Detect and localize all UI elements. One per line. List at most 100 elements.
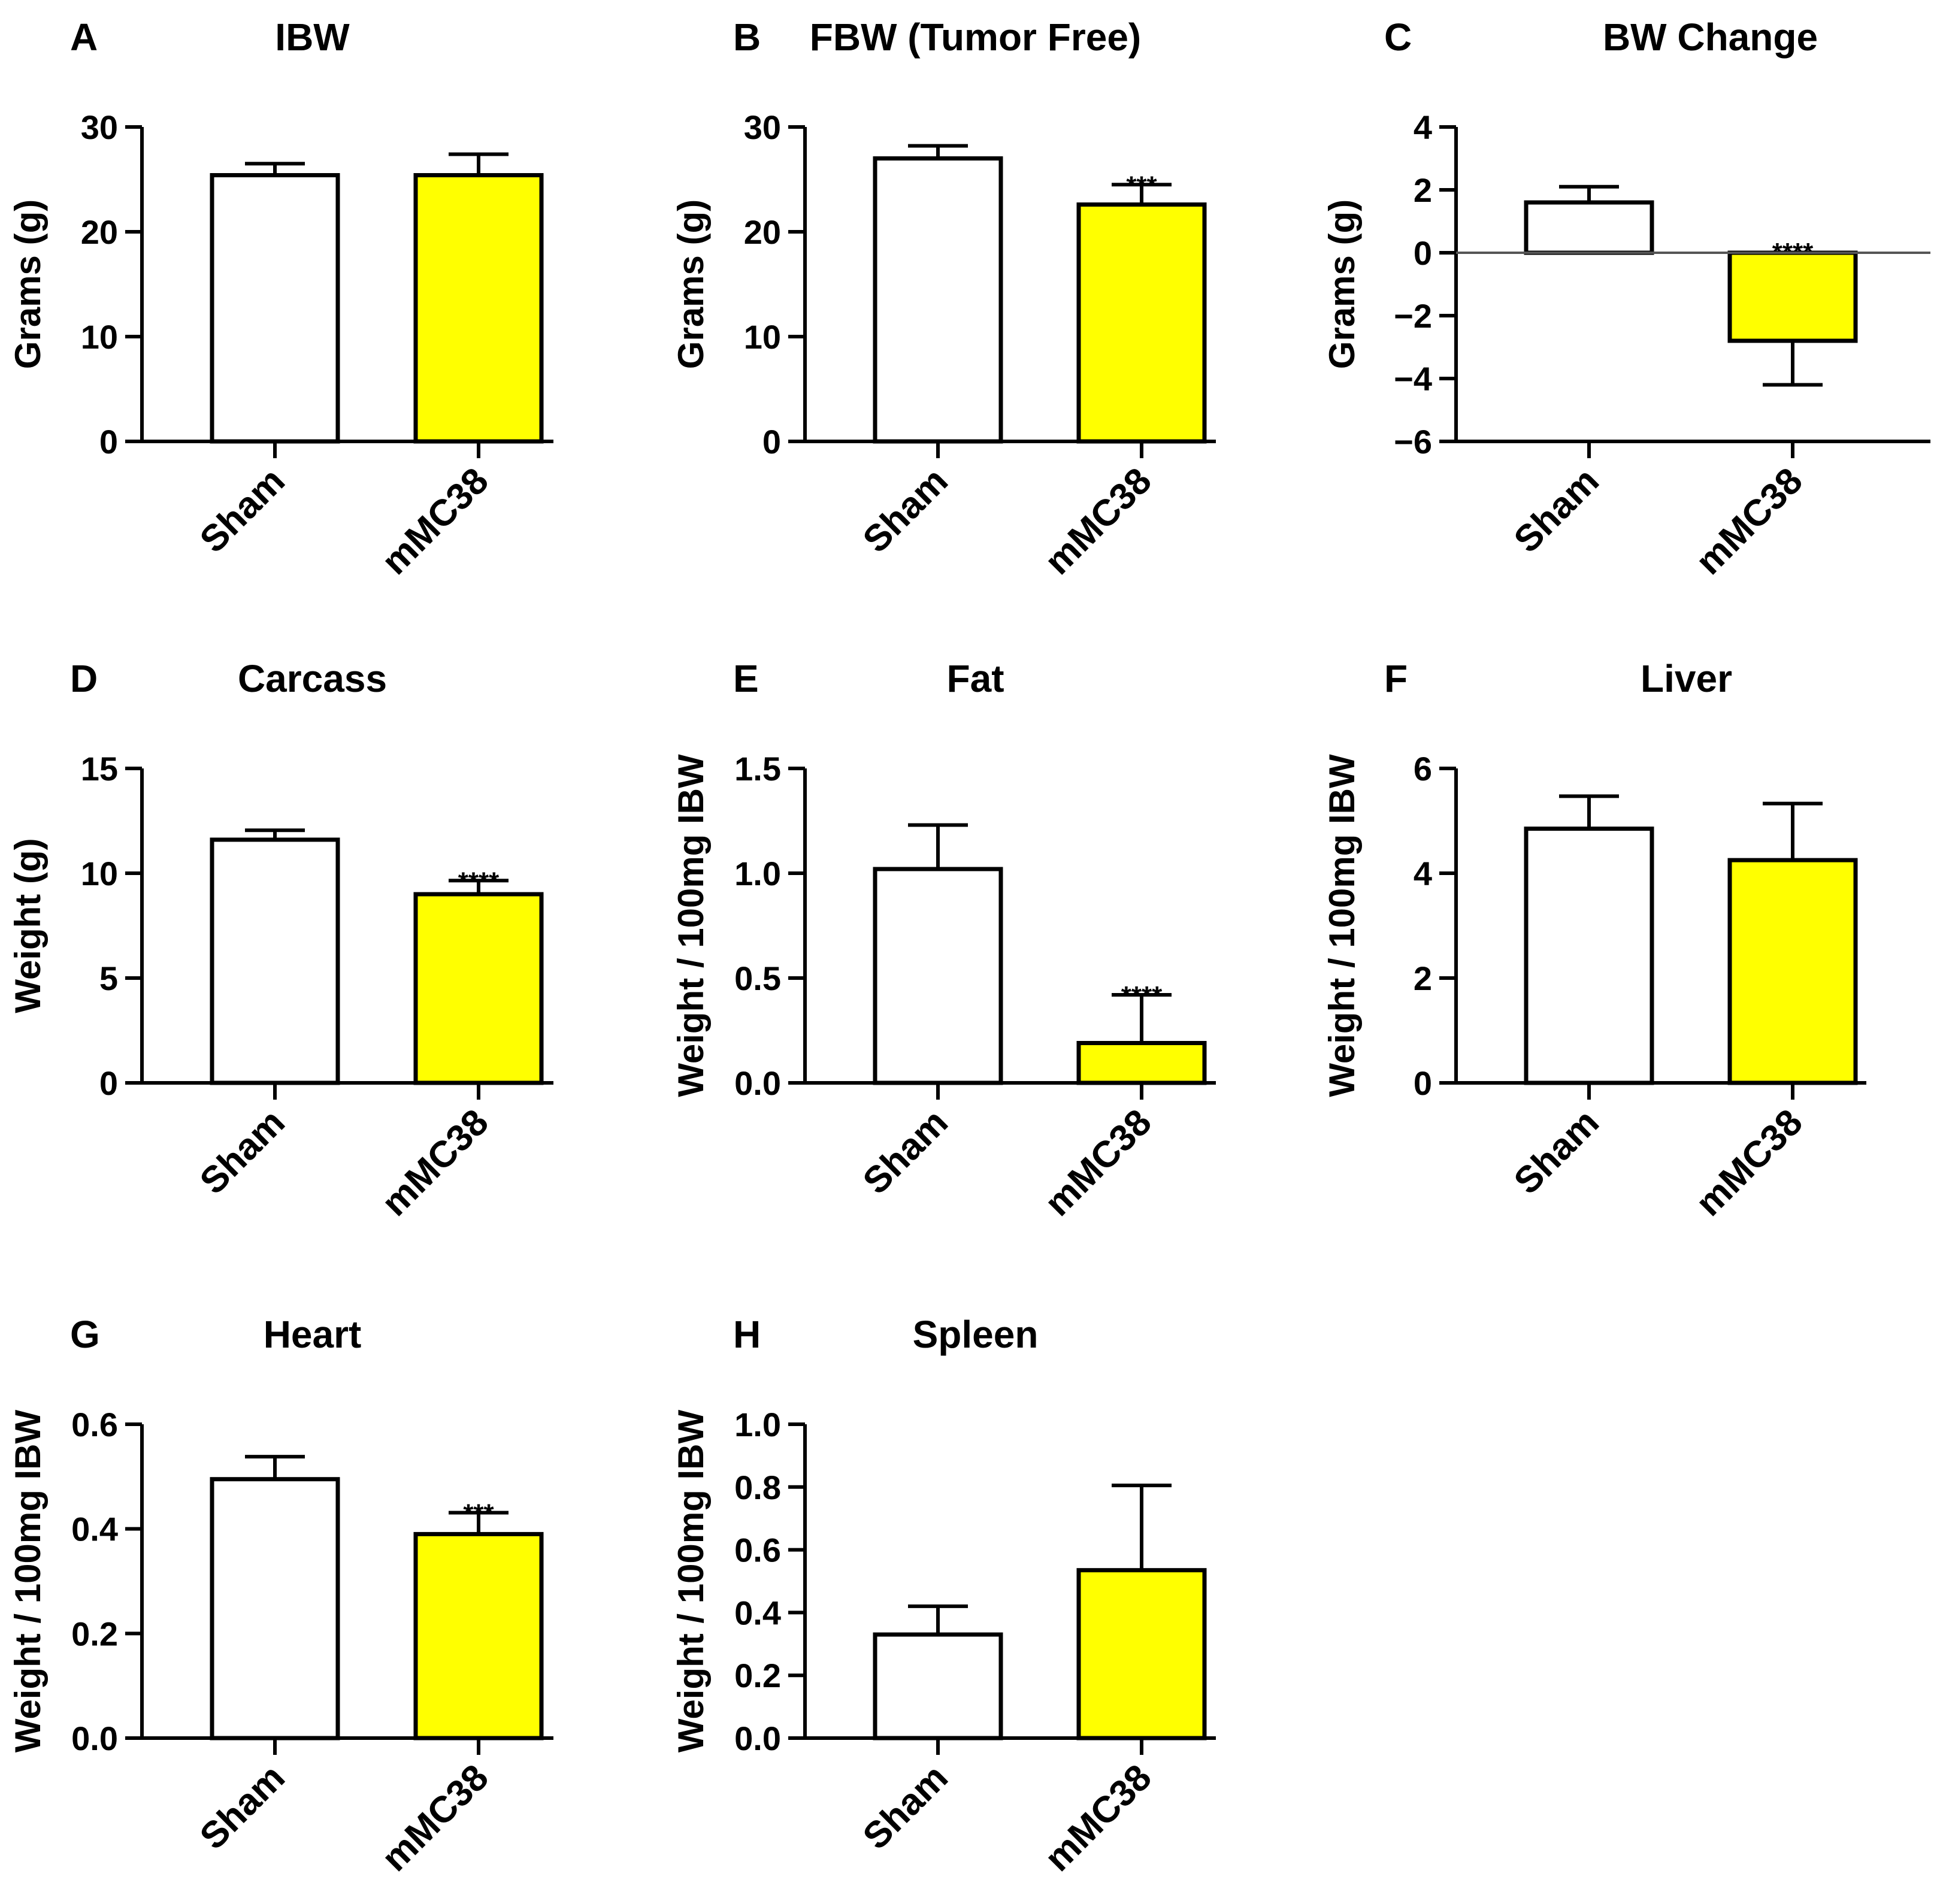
panel-title: Heart bbox=[264, 1313, 362, 1356]
panel-f: F Liver Weight / 100mg IBW 0 2 4 6 Sham mMC38 bbox=[1322, 657, 1866, 1224]
y-tick-label: 0 bbox=[99, 423, 118, 461]
y-tick-label: 0 bbox=[762, 423, 781, 461]
bar-mmc38 bbox=[413, 892, 544, 1085]
y-tick-label: 1.5 bbox=[734, 750, 781, 788]
bar-sham bbox=[210, 837, 340, 1085]
category-label-mmc38: mMC38 bbox=[1688, 1101, 1811, 1224]
panel-letter: G bbox=[70, 1313, 100, 1356]
y-tick-label: 10 bbox=[81, 855, 118, 892]
panel-a: A IBW Grams (g) 0 10 20 30 Sham mMC38 bbox=[8, 16, 553, 583]
bar-mmc38 bbox=[413, 1531, 544, 1740]
y-tick-label: 0.5 bbox=[734, 959, 781, 997]
panel-title: Fat bbox=[947, 657, 1004, 700]
bar-mmc38 bbox=[413, 173, 544, 444]
y-tick-label: 6 bbox=[1414, 750, 1432, 788]
y-tick-label: 0.0 bbox=[734, 1720, 781, 1757]
y-tick-label: 0.4 bbox=[71, 1511, 118, 1548]
category-label-mmc38: mMC38 bbox=[1037, 1101, 1160, 1224]
panel-e: E Fat Weight / 100mg IBW **** 0.0 0.5 1.0 1.5 Sh… bbox=[671, 657, 1216, 1224]
y-tick-label: 15 bbox=[81, 750, 118, 788]
bar-sham bbox=[1524, 200, 1654, 255]
y-tick-label: 10 bbox=[81, 318, 118, 356]
y-axis-label: Weight (g) bbox=[8, 838, 48, 1013]
category-label-mmc38: mMC38 bbox=[1037, 1757, 1160, 1879]
y-tick-label: 5 bbox=[99, 959, 118, 997]
y-axis-label: Grams (g) bbox=[8, 199, 48, 369]
y-tick-label: 10 bbox=[744, 318, 781, 356]
y-tick-label: 0.6 bbox=[734, 1531, 781, 1569]
bar-sham bbox=[1524, 827, 1654, 1085]
y-tick-label: 1.0 bbox=[734, 1406, 781, 1443]
panel-letter: H bbox=[733, 1313, 761, 1356]
significance-label: *** bbox=[463, 1499, 494, 1528]
y-tick-label: 0 bbox=[1414, 1064, 1432, 1102]
y-tick-label: 30 bbox=[744, 108, 781, 146]
y-axis-label: Weight / 100mg IBW bbox=[671, 754, 711, 1097]
category-label-mmc38: mMC38 bbox=[374, 1101, 497, 1224]
y-tick-label: 0.6 bbox=[71, 1406, 118, 1443]
panel-g: G Heart Weight / 100mg IBW *** 0.0 0.2 0.4 0.6 S… bbox=[8, 1313, 553, 1879]
y-tick-label: 4 bbox=[1414, 108, 1432, 146]
significance-label: *** bbox=[1126, 171, 1157, 200]
y-tick-label: 1.0 bbox=[734, 855, 781, 892]
y-tick-label: 20 bbox=[744, 213, 781, 251]
category-label-sham: Sham bbox=[855, 1101, 956, 1202]
panel-letter: F bbox=[1384, 657, 1408, 700]
y-axis-label: Weight / 100mg IBW bbox=[8, 1409, 48, 1752]
category-label-sham: Sham bbox=[1506, 1101, 1607, 1202]
panel-title: BW Change bbox=[1603, 16, 1818, 59]
panel-letter: B bbox=[733, 16, 761, 59]
panel-letter: C bbox=[1384, 16, 1412, 59]
panel-h: H Spleen Weight / 100mg IBW 0.0 0.2 0.4 0.6 0.8… bbox=[671, 1313, 1216, 1879]
category-label-sham: Sham bbox=[192, 460, 293, 561]
category-label-sham: Sham bbox=[855, 1757, 956, 1857]
y-tick-label: 0 bbox=[99, 1064, 118, 1102]
y-tick-label: 20 bbox=[81, 213, 118, 251]
panel-letter: A bbox=[70, 16, 98, 59]
category-label-mmc38: mMC38 bbox=[1037, 460, 1160, 583]
y-axis-label: Weight / 100mg IBW bbox=[671, 1409, 711, 1752]
y-tick-label: 0.2 bbox=[734, 1657, 781, 1694]
y-tick-label: −2 bbox=[1394, 297, 1432, 335]
y-tick-label: 0.2 bbox=[71, 1615, 118, 1652]
panel-letter: E bbox=[733, 657, 759, 700]
y-tick-label: 4 bbox=[1414, 855, 1432, 892]
panel-title: Liver bbox=[1641, 657, 1732, 700]
significance-label: **** bbox=[458, 867, 500, 896]
y-tick-label: 0.4 bbox=[734, 1594, 781, 1631]
y-tick-label: 0 bbox=[1414, 234, 1432, 272]
y-tick-label: 0.0 bbox=[71, 1720, 118, 1757]
category-label-sham: Sham bbox=[192, 1757, 293, 1857]
bar-sham bbox=[210, 173, 340, 444]
bar-mmc38 bbox=[1076, 1568, 1207, 1740]
bar-mmc38 bbox=[1727, 858, 1858, 1085]
bar-mmc38 bbox=[1076, 1041, 1207, 1085]
category-label-mmc38: mMC38 bbox=[1688, 460, 1811, 583]
y-axis-label: Weight / 100mg IBW bbox=[1322, 754, 1362, 1097]
y-axis-label: Grams (g) bbox=[671, 199, 711, 369]
bar-sham bbox=[210, 1477, 340, 1740]
panel-d: D Carcass Weight (g) **** 0 5 10 15 Sham mMC38 bbox=[8, 657, 553, 1224]
y-axis-label: Grams (g) bbox=[1322, 199, 1362, 369]
significance-label: **** bbox=[1121, 981, 1163, 1010]
y-tick-label: 30 bbox=[81, 108, 118, 146]
bar-sham bbox=[873, 156, 1003, 444]
panel-letter: D bbox=[70, 657, 98, 700]
bar-mmc38 bbox=[1076, 202, 1207, 444]
bar-sham bbox=[873, 867, 1003, 1085]
category-label-sham: Sham bbox=[1506, 460, 1607, 561]
y-tick-label: 0.8 bbox=[734, 1469, 781, 1506]
category-label-sham: Sham bbox=[855, 460, 956, 561]
panel-title: FBW (Tumor Free) bbox=[810, 16, 1141, 59]
panel-b: B FBW (Tumor Free) Grams (g) *** 0 10 20 30 Sham… bbox=[671, 16, 1216, 583]
y-tick-label: 2 bbox=[1414, 959, 1432, 997]
y-tick-label: −6 bbox=[1394, 423, 1432, 461]
category-label-mmc38: mMC38 bbox=[374, 1757, 497, 1879]
category-label-mmc38: mMC38 bbox=[374, 460, 497, 583]
bar-mmc38 bbox=[1727, 250, 1858, 343]
y-tick-label: −4 bbox=[1394, 360, 1432, 398]
y-tick-label: 2 bbox=[1414, 171, 1432, 209]
category-label-sham: Sham bbox=[192, 1101, 293, 1202]
